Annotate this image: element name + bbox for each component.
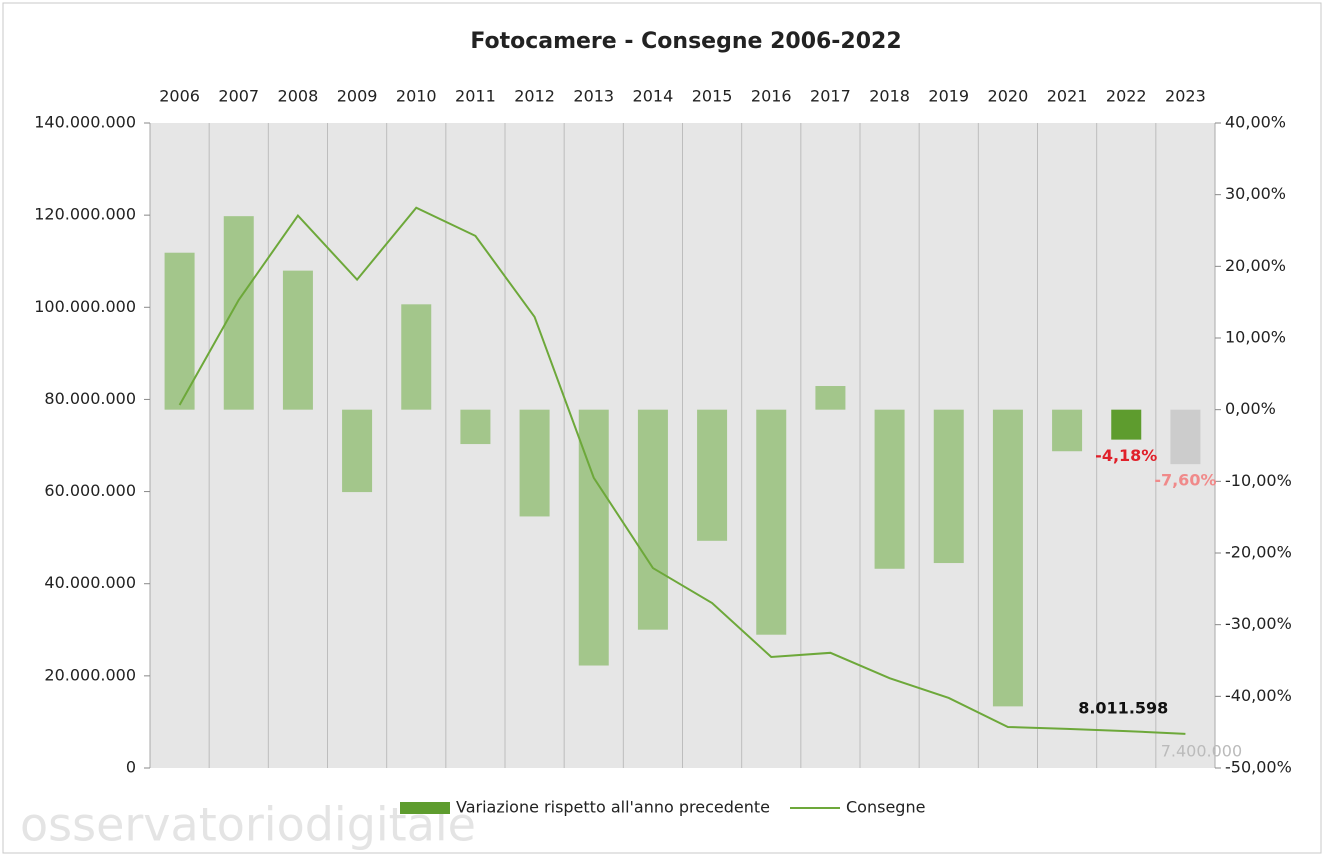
y2-tick-label: -10,00% [1225,471,1292,490]
bar [401,304,432,410]
x-tick-label: 2010 [396,87,437,106]
y-tick-label: 0 [126,758,136,777]
bar [933,409,964,564]
bar [874,409,905,569]
bar [460,409,491,445]
bar [1170,409,1201,465]
y2-tick-label: -50,00% [1225,758,1292,777]
line [178,206,1186,735]
bar [992,409,1023,707]
x-tick-label: 2013 [573,87,614,106]
bar [756,409,787,635]
y-tick-label: 100.000.000 [34,297,136,316]
bar [519,409,550,517]
legend-swatch [400,802,450,814]
x-tick-label: 2014 [633,87,674,106]
y-tick-label: 40.000.000 [44,573,136,592]
x-tick-label: 2019 [928,87,969,106]
x-tick-label: 2021 [1047,87,1088,106]
x-tick-label: 2018 [869,87,910,106]
line-value-label: 7.400.000 [1161,741,1242,760]
x-tick-label: 2015 [692,87,733,106]
legend-label: Consegne [846,798,925,817]
x-tick-label: 2020 [988,87,1029,106]
x-tick-label: 2012 [514,87,555,106]
y2-tick-label: -20,00% [1225,543,1292,562]
bar [815,386,846,410]
bar [223,216,254,410]
y2-tick-label: 10,00% [1225,328,1286,347]
bar [164,252,195,410]
y2-tick-label: 40,00% [1225,113,1286,132]
bar [1052,409,1083,452]
y-tick-label: 20.000.000 [44,665,136,684]
bar [697,409,728,541]
line-value-label: 8.011.598 [1078,699,1168,718]
y-tick-label: 140.000.000 [34,113,136,132]
legend-label: Variazione rispetto all'anno precedente [456,798,770,817]
y2-tick-label: 30,00% [1225,184,1286,203]
x-tick-label: 2011 [455,87,496,106]
x-tick-label: 2016 [751,87,792,106]
bar [342,409,373,493]
x-tick-label: 2009 [337,87,378,106]
y-tick-label: 60.000.000 [44,481,136,500]
x-tick-label: 2007 [218,87,259,106]
chart-title: Fotocamere - Consegne 2006-2022 [470,29,901,54]
bar-value-label: -7,60% [1154,471,1216,490]
y2-tick-label: 20,00% [1225,256,1286,275]
y-tick-label: 120.000.000 [34,205,136,224]
bar-value-label: -4,18% [1095,446,1157,465]
bar [1111,409,1142,440]
bar [637,409,668,630]
x-tick-label: 2008 [278,87,319,106]
y-tick-label: 80.000.000 [44,389,136,408]
y2-tick-label: 0,00% [1225,399,1276,418]
x-tick-label: 2006 [159,87,200,106]
watermark: osservatoriodigitale [20,798,476,852]
x-tick-label: 2022 [1106,87,1147,106]
y2-tick-label: -40,00% [1225,686,1292,705]
bar [282,270,313,410]
y2-tick-label: -30,00% [1225,614,1292,633]
x-tick-label: 2017 [810,87,851,106]
x-tick-label: 2023 [1165,87,1206,106]
